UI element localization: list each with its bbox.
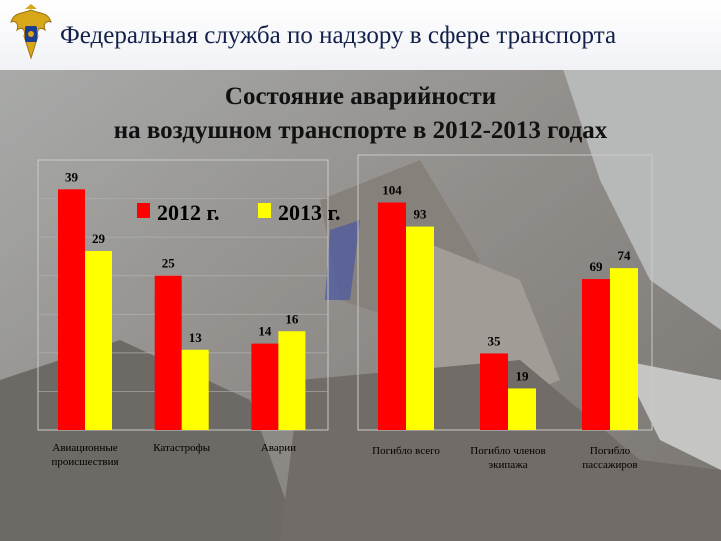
- slide-title-line-1: Состояние аварийности: [224, 83, 497, 110]
- data-label: 25: [162, 256, 176, 271]
- bar: [58, 189, 85, 430]
- category-label: Аварии: [261, 442, 296, 454]
- category-label: пассажиров: [582, 459, 637, 471]
- emblem-icon: [10, 4, 52, 60]
- category-label: Катастрофы: [153, 442, 211, 454]
- bar: [582, 279, 610, 430]
- data-label: 13: [189, 330, 203, 345]
- category-label: Погибло всего: [372, 445, 440, 457]
- category-label: происшествия: [51, 456, 118, 468]
- bar: [406, 226, 434, 430]
- bar: [278, 331, 306, 430]
- agency-name: Федеральная служба по надзору в сфере тр…: [60, 22, 617, 49]
- data-label: 69: [590, 259, 604, 274]
- category-label: экипажа: [488, 459, 527, 471]
- bar: [610, 268, 638, 430]
- slide-title: Состояние аварийности на воздушном транс…: [0, 80, 721, 148]
- bar: [508, 388, 536, 430]
- legend-swatch: [137, 203, 150, 218]
- legend-label: 2013 г.: [278, 200, 341, 225]
- bar: [378, 202, 406, 430]
- bar: [251, 343, 279, 430]
- bar: [181, 349, 209, 430]
- slide-title-line-2: на воздушном транспорте в 2012-2013 года…: [113, 117, 608, 144]
- bar: [85, 251, 112, 430]
- category-label: Погибло членов: [470, 445, 545, 457]
- data-label: 16: [285, 311, 299, 326]
- data-label: 74: [618, 248, 632, 263]
- data-label: 19: [516, 368, 530, 383]
- bar: [480, 353, 508, 430]
- bar: [154, 275, 182, 430]
- data-label: 39: [65, 169, 79, 184]
- category-label: Авиационные: [52, 442, 117, 454]
- data-label: 35: [488, 333, 502, 348]
- data-label: 14: [258, 324, 272, 339]
- legend-label: 2012 г.: [157, 200, 220, 225]
- data-label: 104: [382, 183, 402, 198]
- header-bar: Федеральная служба по надзору в сфере тр…: [0, 0, 721, 70]
- data-label: 93: [414, 207, 428, 222]
- category-label: Погибло: [590, 445, 631, 457]
- legend-swatch: [258, 203, 271, 218]
- data-label: 29: [92, 231, 106, 246]
